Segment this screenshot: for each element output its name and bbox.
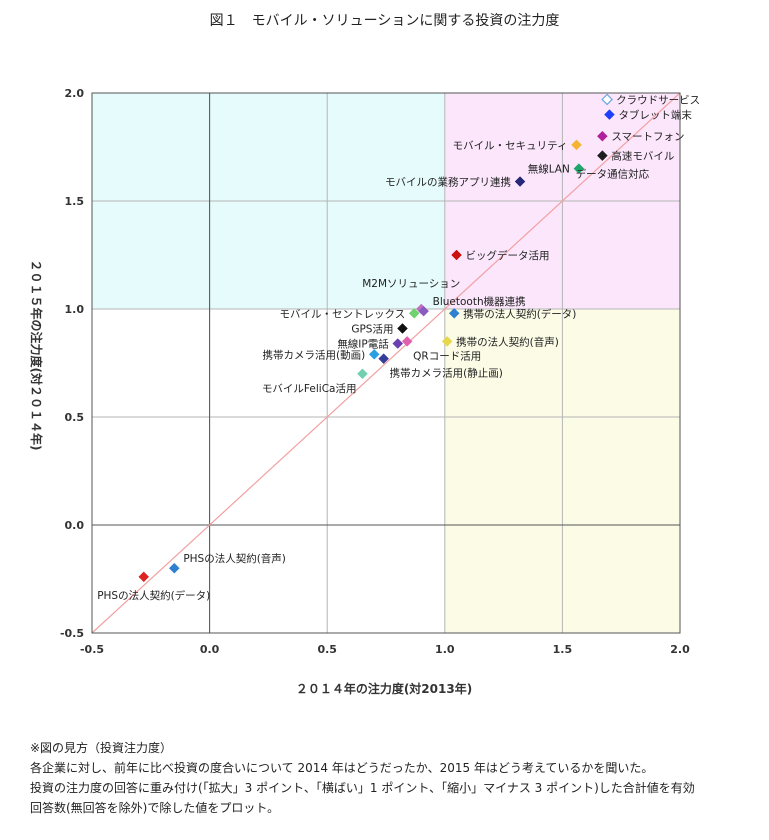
- data-point: [401, 336, 413, 347]
- data-point: [418, 305, 429, 317]
- notes-line-2: 投資の注力度の回答に重み付け(「拡大」3 ポイント、「横ばい」1 ポイント、「縮…: [30, 781, 695, 795]
- point-label: PHSの法人契約(データ): [97, 589, 210, 602]
- data-point: [408, 307, 420, 319]
- data-point: [368, 349, 380, 360]
- point-label: 無線LAN: [528, 163, 570, 176]
- data-point: [601, 93, 613, 106]
- axes: -0.5 0.0 0.5 1.0 1.5 2.0 -0.5 0.0 0.5 1.0 1.5 2.0: [60, 87, 690, 656]
- point-label: M2Mソリューション: [362, 278, 460, 290]
- y-tick-label: 0.5: [65, 411, 85, 424]
- point-label: モバイルFeliCa活用: [262, 383, 357, 395]
- y-tick-label: 1.0: [65, 303, 85, 316]
- y-axis-label: ２０１５年の注力度(対２０１４年): [29, 260, 44, 451]
- y-tick-label: 2.0: [65, 87, 85, 100]
- scatter-chart: -0.5 0.0 0.5 1.0 1.5 2.0 -0.5 0.0 0.5 1.0 1.5 2.0 ク…: [29, 87, 700, 696]
- point-label: スマートフォン: [611, 131, 684, 143]
- point-label: クラウドサービス: [616, 94, 700, 106]
- x-tick-label: 0.5: [317, 643, 337, 656]
- point-label: データ通信対応: [576, 168, 650, 181]
- notes-heading: ※図の見方（投資注力度）: [30, 741, 173, 755]
- x-axis-label: ２０１４年の注力度(対2013年): [296, 681, 472, 696]
- point-label: 携帯カメラ活用(動画): [263, 348, 366, 361]
- data-point: [604, 109, 615, 120]
- point-label: ビッグデータ活用: [466, 249, 550, 262]
- point-label: タブレット端末: [618, 109, 692, 122]
- point-label: 携帯カメラ活用(静止画): [390, 367, 503, 380]
- chart-notes: ※図の見方（投資注力度） 各企業に対し、前年に比べ投資の度合いについて 2014…: [30, 738, 750, 818]
- data-point: [514, 176, 526, 187]
- data-points: [138, 93, 615, 583]
- data-point: [378, 353, 390, 365]
- notes-line-1: 各企業に対し、前年に比べ投資の度合いについて 2014 年はどうだったか、201…: [30, 761, 654, 775]
- data-point: [397, 323, 408, 334]
- x-tick-label: 0.0: [200, 643, 220, 656]
- data-point: [138, 571, 150, 583]
- point-label: 携帯の法人契約(データ): [463, 307, 576, 320]
- data-point: [597, 150, 608, 161]
- data-point: [441, 336, 453, 347]
- point-label: モバイル・セントレックス: [280, 308, 406, 320]
- point-label: モバイルの業務アプリ連携: [385, 176, 511, 189]
- data-point: [597, 130, 608, 142]
- data-point: [357, 368, 368, 380]
- point-label: PHSの法人契約(音声): [183, 552, 286, 565]
- data-point: [168, 562, 180, 574]
- point-label: モバイル・セキュリティ: [453, 140, 568, 152]
- point-label: 高速モバイル: [611, 150, 674, 163]
- x-tick-label: 1.0: [435, 643, 455, 656]
- data-point: [448, 307, 460, 319]
- chart-title: 図１ モバイル・ソリューションに関する投資の注力度: [209, 13, 560, 29]
- point-label: 携帯の法人契約(音声): [456, 335, 559, 348]
- point-label: QRコード活用: [413, 350, 481, 362]
- plot-frame: [91, 92, 681, 634]
- x-tick-label: 1.5: [553, 643, 573, 656]
- point-label: GPS活用: [351, 323, 393, 335]
- notes-line-3: 回答数(無回答を除外)で除した値をプロット。: [30, 801, 280, 815]
- diagonal-line: [91, 92, 681, 634]
- diagonal-reference-line: [91, 92, 681, 634]
- data-point: [573, 163, 585, 174]
- y-tick-label: 1.5: [65, 195, 85, 208]
- data-point: [451, 249, 462, 261]
- y-tick-label: 0.0: [65, 519, 85, 532]
- x-tick-label: 2.0: [670, 643, 690, 656]
- data-point: [571, 139, 582, 151]
- y-tick-label: -0.5: [60, 627, 84, 640]
- point-label: Bluetooth機器連携: [433, 295, 526, 308]
- x-tick-label: -0.5: [80, 643, 104, 656]
- point-label: 無線IP電話: [337, 338, 389, 351]
- data-point: [392, 338, 404, 349]
